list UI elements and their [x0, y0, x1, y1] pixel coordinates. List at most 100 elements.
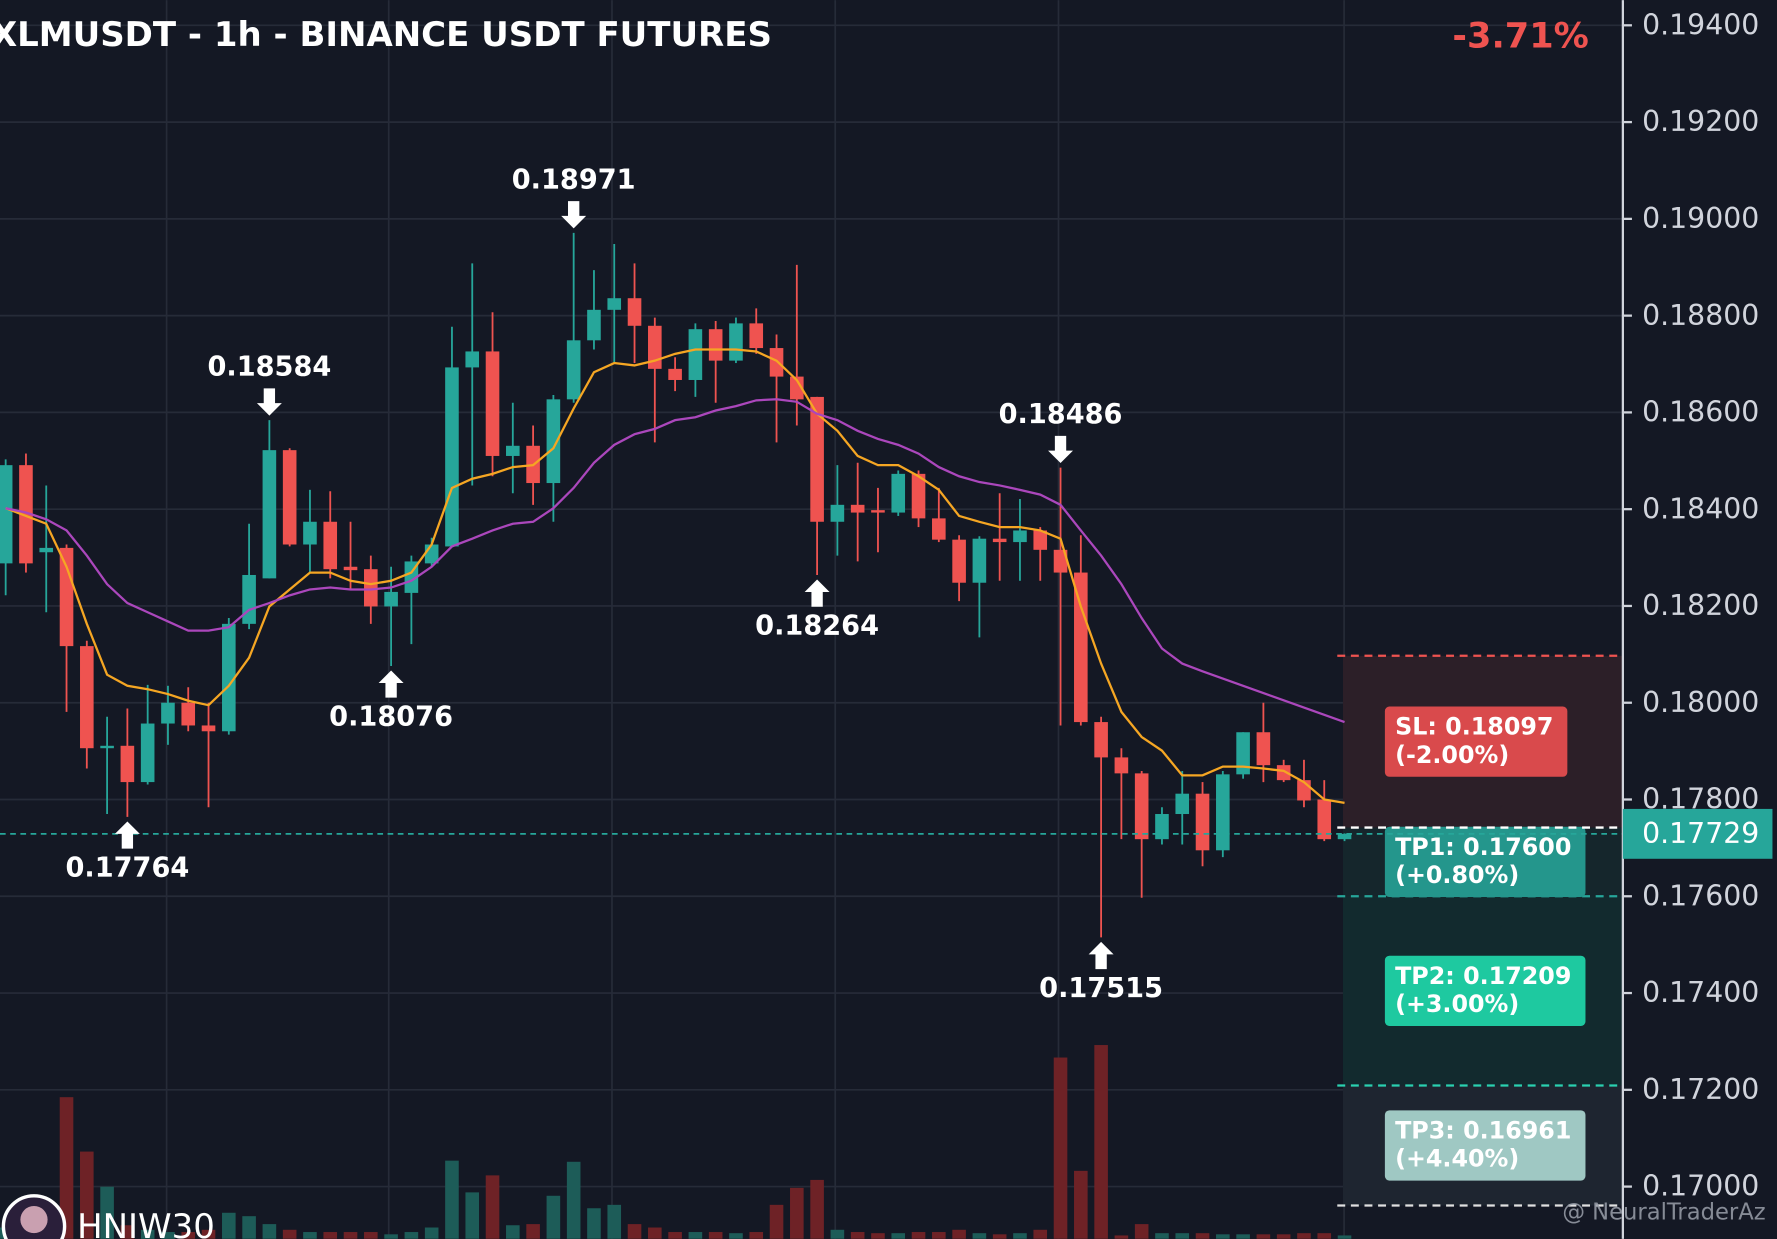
volume-bar — [181, 1232, 196, 1239]
volume-bar — [1195, 1233, 1210, 1239]
author-badge: HNIW30 — [1, 1194, 215, 1239]
pivot-label: 0.18584 — [207, 352, 331, 383]
volume-bar — [1134, 1224, 1149, 1239]
volume-bar — [80, 1151, 94, 1239]
candle-body — [282, 450, 297, 545]
candle-body — [181, 702, 196, 726]
volume-bar — [871, 1233, 885, 1239]
pivot-arrow — [561, 201, 587, 229]
level-box — [1384, 826, 1586, 898]
volume-bar — [1114, 1235, 1129, 1239]
volume-bar — [1033, 1229, 1048, 1239]
volume-bar — [1155, 1233, 1169, 1239]
y-tick-label: 0.17000 — [1642, 1170, 1759, 1203]
candle-body — [769, 348, 784, 377]
candle-body — [59, 547, 74, 647]
candle-body — [1216, 774, 1230, 851]
volume-bar — [100, 1186, 114, 1239]
volume-bar — [1317, 1233, 1332, 1239]
candle-body — [80, 646, 94, 749]
volume-bar — [972, 1233, 987, 1239]
volume-bar — [1094, 1045, 1108, 1239]
y-tick-label: 0.19000 — [1642, 202, 1759, 235]
y-tick-label: 0.19400 — [1642, 8, 1759, 41]
volume-bar — [465, 1192, 480, 1239]
volume-bar — [952, 1229, 966, 1239]
volume-bar — [850, 1232, 865, 1239]
candle-body — [587, 309, 601, 341]
candle-body — [1074, 572, 1088, 723]
level-label: TP3: 0.16961 — [1395, 1116, 1571, 1144]
y-tick-label: 0.18000 — [1642, 686, 1759, 719]
volume-bar — [1013, 1233, 1027, 1239]
candle-body — [1134, 773, 1149, 840]
candle-body — [1195, 793, 1210, 851]
candle-body — [790, 376, 804, 400]
volume-bar — [932, 1232, 946, 1239]
candle-body — [201, 725, 216, 732]
pivot-label: 0.18971 — [512, 164, 636, 195]
y-tick-label: 0.18200 — [1642, 589, 1759, 622]
levels: SL: 0.18097(-2.00%) TP1: 0.17600(+0.80%) T… — [0, 654, 1623, 1207]
pivot-arrow — [804, 579, 830, 607]
volume-bar — [911, 1232, 926, 1239]
candle-body — [1155, 814, 1169, 840]
volume-bar — [790, 1187, 804, 1239]
volume-bar — [1074, 1170, 1088, 1239]
volume-bar — [506, 1225, 520, 1239]
volume-bar — [566, 1161, 581, 1239]
candle-body — [1094, 722, 1108, 758]
candle-body — [1317, 799, 1332, 840]
volume-bar — [384, 1234, 398, 1239]
volume-bar — [526, 1224, 540, 1239]
candle-body — [0, 465, 13, 564]
candle-body — [566, 340, 581, 400]
candle-body — [140, 723, 155, 783]
candle-body — [607, 298, 622, 310]
candle-body — [1276, 765, 1291, 781]
volume-bar — [1256, 1234, 1271, 1239]
volume-bar — [242, 1216, 256, 1239]
level-box — [1384, 706, 1568, 777]
volume-bar — [688, 1232, 703, 1239]
pivot-arrow — [378, 670, 404, 698]
level-change: (-2.00%) — [1395, 741, 1509, 769]
volume-bar — [1175, 1233, 1190, 1239]
volume-bar — [830, 1229, 845, 1239]
pivots: 0.17764 0.18584 0.18076 0.18971 0.18264 0.184… — [65, 164, 1163, 1004]
volume-bar — [668, 1232, 682, 1239]
candle-body — [1033, 530, 1048, 550]
candle-body — [546, 399, 561, 484]
y-tick-label: 0.18800 — [1642, 299, 1759, 332]
volume-bar — [282, 1229, 297, 1239]
volume-bar — [627, 1224, 642, 1239]
candle-body — [1337, 833, 1352, 840]
y-tick-label: 0.17600 — [1642, 879, 1759, 912]
candle-body — [39, 547, 54, 553]
candle-body — [911, 473, 926, 519]
volume — [0, 1045, 1352, 1239]
candle-body — [323, 521, 338, 570]
pivot-arrow — [1048, 435, 1073, 464]
pivot-label: 0.18076 — [329, 702, 453, 733]
candle-body — [1175, 793, 1190, 815]
level-box — [1384, 955, 1586, 1026]
ma-line — [5, 398, 1345, 724]
candle-body — [648, 325, 662, 369]
pivot-arrow — [256, 388, 282, 416]
candle-body — [242, 574, 256, 624]
volume-bar — [485, 1175, 500, 1239]
last-price-label: 0.17729 — [1642, 817, 1759, 850]
candle-body — [1236, 732, 1250, 775]
volume-bar — [1216, 1234, 1230, 1239]
volume-bar — [424, 1227, 439, 1239]
volume-bar — [404, 1232, 419, 1239]
volume-bar — [749, 1232, 764, 1239]
candle-body — [972, 538, 987, 583]
candle-body — [627, 298, 642, 326]
candle-body — [262, 450, 277, 579]
pivot-arrow — [114, 821, 140, 849]
candle-body — [708, 329, 723, 361]
candle-body — [445, 367, 459, 547]
volume-bar — [120, 1225, 135, 1239]
